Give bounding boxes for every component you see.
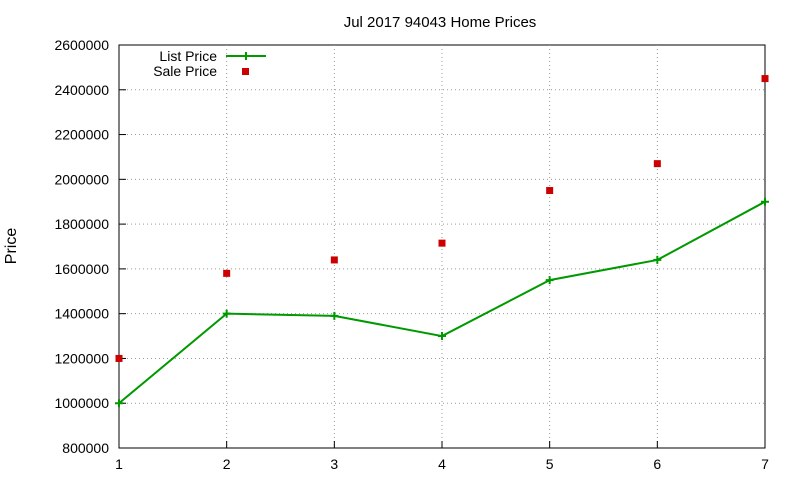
x-tick-label: 6 [653, 456, 661, 472]
series-line-list-price [118, 200, 766, 404]
x-tick-label: 4 [438, 456, 446, 472]
list-price-point [438, 332, 446, 341]
legend-marker-sale-price [242, 68, 249, 75]
list-price-point [330, 311, 339, 320]
x-tick-label: 3 [330, 456, 338, 472]
list-price-point [653, 255, 662, 264]
list-price-point [222, 309, 231, 318]
legend-marker-list-price [242, 52, 250, 60]
y-tick-label: 1200000 [54, 350, 109, 366]
y-tick-label: 2600000 [54, 37, 109, 53]
series-layer [115, 75, 769, 408]
y-tick-label: 1800000 [54, 216, 109, 232]
sale-price-point [438, 239, 446, 247]
list-price-point [115, 399, 123, 408]
y-tick-label: 1400000 [54, 306, 109, 322]
y-tick-label: 2200000 [54, 127, 109, 143]
y-tick-label: 1000000 [54, 395, 109, 411]
sale-price-point [115, 354, 123, 362]
legend-label-sale-price: Sale Price [153, 63, 217, 79]
chart-title: Jul 2017 94043 Home Prices [344, 14, 537, 31]
x-tick-label: 5 [546, 456, 554, 472]
y-tick-label: 2000000 [54, 171, 109, 187]
sale-price-point [761, 75, 769, 83]
sale-price-point [330, 256, 338, 264]
legend: List Price Sale Price [153, 48, 266, 79]
y-tick-label: 1600000 [54, 261, 109, 277]
x-tick-label: 7 [761, 456, 769, 472]
list-price-point [545, 276, 554, 285]
x-tick-label: 2 [223, 456, 231, 472]
y-axis-label: Price [3, 228, 20, 265]
sale-price-point [223, 269, 231, 277]
list-price-point [761, 197, 769, 206]
tick-layer: 1 2 3 4 5 6 7 800000 1000000 1200000 1400000 160000… [54, 37, 769, 472]
sale-price-point [653, 160, 661, 168]
x-tick-label: 1 [115, 456, 123, 472]
sale-price-point [546, 187, 554, 195]
legend-label-list-price: List Price [159, 48, 217, 64]
y-tick-label: 800000 [62, 440, 109, 456]
y-tick-label: 2400000 [54, 82, 109, 98]
